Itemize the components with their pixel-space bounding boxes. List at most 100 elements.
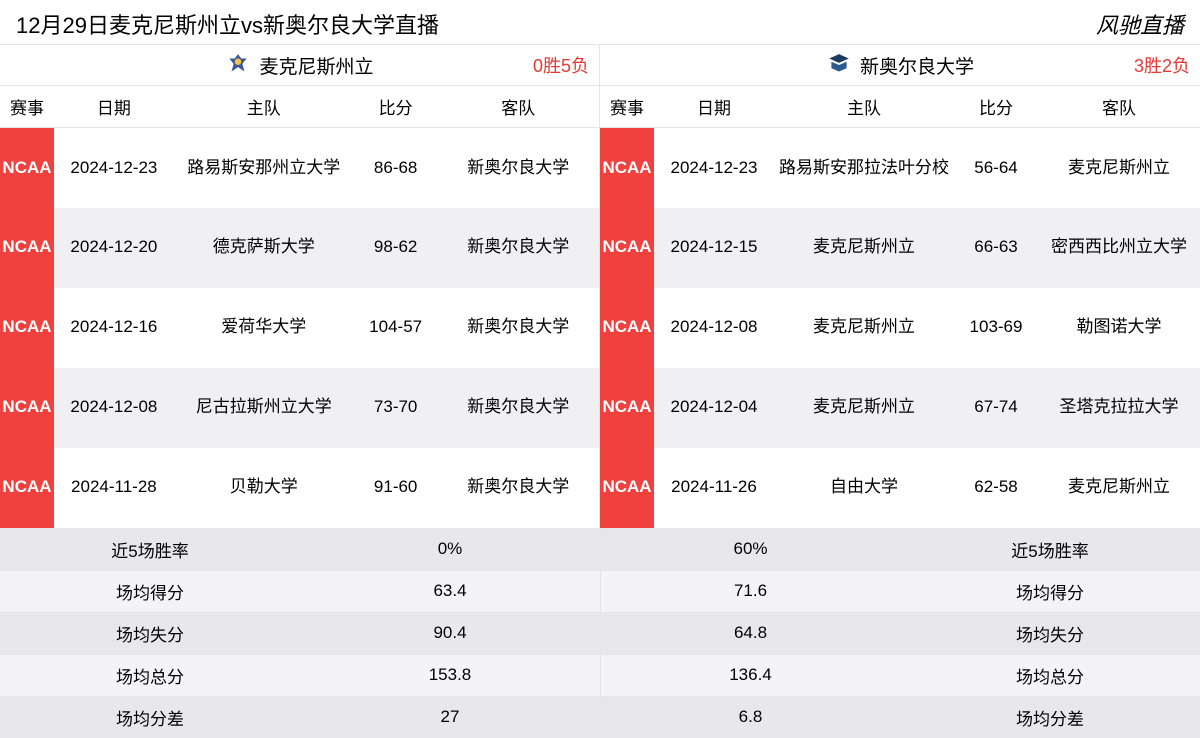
- col-away: 客队: [1038, 86, 1200, 128]
- competition-badge: NCAA: [0, 368, 54, 448]
- stat-label-right: 场均分差: [900, 696, 1200, 738]
- stat-label-right: 近5场胜率: [900, 528, 1200, 570]
- away-team: 新奥尔良大学: [438, 368, 600, 448]
- table-row: NCAA2024-12-08麦克尼斯州立103-69勒图诺大学: [600, 288, 1200, 368]
- stat-value-left: 0%: [300, 528, 600, 570]
- game-score: 67-74: [954, 368, 1038, 448]
- table-row: NCAA2024-12-04麦克尼斯州立67-74圣塔克拉拉大学: [600, 368, 1200, 448]
- competition-badge: NCAA: [600, 448, 654, 528]
- away-team: 新奥尔良大学: [438, 128, 600, 208]
- stat-label-left: 近5场胜率: [0, 528, 300, 570]
- game-score: 91-60: [354, 448, 438, 528]
- team-record-right: 3胜2负: [1134, 52, 1190, 78]
- col-score: 比分: [954, 86, 1038, 128]
- table-header-row: 赛事 日期 主队 比分 客队: [0, 86, 600, 128]
- table-row: NCAA2024-12-23路易斯安那州立大学86-68新奥尔良大学: [0, 128, 600, 208]
- col-competition: 赛事: [0, 86, 54, 128]
- team-header-left: 麦克尼斯州立 0胜5负: [0, 44, 600, 86]
- site-name: 风驰直播: [1096, 8, 1184, 40]
- competition-badge: NCAA: [600, 368, 654, 448]
- game-date: 2024-11-28: [54, 448, 174, 528]
- col-home: 主队: [774, 86, 954, 128]
- game-score: 62-58: [954, 448, 1038, 528]
- stat-value-left: 90.4: [300, 612, 600, 654]
- team-logo-icon: [225, 52, 251, 78]
- game-score: 86-68: [354, 128, 438, 208]
- table-row: NCAA2024-12-23路易斯安那拉法叶分校56-64麦克尼斯州立: [600, 128, 1200, 208]
- team-header-right: 新奥尔良大学 3胜2负: [600, 44, 1200, 86]
- game-score: 103-69: [954, 288, 1038, 368]
- table-row: NCAA2024-11-28贝勒大学91-60新奥尔良大学: [0, 448, 600, 528]
- stat-value-left: 27: [300, 696, 600, 738]
- table-row: NCAA2024-12-08尼古拉斯州立大学73-70新奥尔良大学: [0, 368, 600, 448]
- stat-value-left: 63.4: [300, 570, 600, 612]
- stat-value-right: 71.6: [600, 570, 900, 612]
- home-team: 德克萨斯大学: [174, 208, 354, 288]
- home-team: 麦克尼斯州立: [774, 208, 954, 288]
- game-score: 104-57: [354, 288, 438, 368]
- game-score: 73-70: [354, 368, 438, 448]
- game-date: 2024-12-23: [54, 128, 174, 208]
- home-team: 贝勒大学: [174, 448, 354, 528]
- game-date: 2024-12-04: [654, 368, 774, 448]
- away-team: 密西西比州立大学: [1038, 208, 1200, 288]
- team-name-left: 麦克尼斯州立: [259, 52, 373, 79]
- panels: 麦克尼斯州立 0胜5负 赛事 日期 主队 比分 客队 NCAA2024-12-2…: [0, 44, 1200, 528]
- table-row: NCAA2024-11-26自由大学62-58麦克尼斯州立: [600, 448, 1200, 528]
- stat-label-right: 场均得分: [900, 570, 1200, 612]
- competition-badge: NCAA: [0, 448, 54, 528]
- team-name-right: 新奥尔良大学: [860, 52, 974, 79]
- stats-grid: 近5场胜率0%60%近5场胜率场均得分63.471.6场均得分场均失分90.46…: [0, 528, 1200, 738]
- away-team: 勒图诺大学: [1038, 288, 1200, 368]
- panel-left: 麦克尼斯州立 0胜5负 赛事 日期 主队 比分 客队 NCAA2024-12-2…: [0, 44, 600, 528]
- col-date: 日期: [654, 86, 774, 128]
- games-table-left: 赛事 日期 主队 比分 客队 NCAA2024-12-23路易斯安那州立大学86…: [0, 86, 600, 528]
- stat-value-right: 64.8: [600, 612, 900, 654]
- team-record-left: 0胜5负: [533, 52, 589, 78]
- away-team: 圣塔克拉拉大学: [1038, 368, 1200, 448]
- game-date: 2024-12-08: [654, 288, 774, 368]
- game-date: 2024-12-23: [654, 128, 774, 208]
- stat-value-right: 60%: [600, 528, 900, 570]
- competition-badge: NCAA: [600, 208, 654, 288]
- game-date: 2024-12-20: [54, 208, 174, 288]
- competition-badge: NCAA: [0, 208, 54, 288]
- home-team: 路易斯安那州立大学: [174, 128, 354, 208]
- away-team: 新奥尔良大学: [438, 448, 600, 528]
- stat-label-left: 场均得分: [0, 570, 300, 612]
- competition-badge: NCAA: [0, 288, 54, 368]
- col-home: 主队: [174, 86, 354, 128]
- game-score: 98-62: [354, 208, 438, 288]
- competition-badge: NCAA: [600, 128, 654, 208]
- game-date: 2024-12-15: [654, 208, 774, 288]
- col-date: 日期: [54, 86, 174, 128]
- games-table-right: 赛事 日期 主队 比分 客队 NCAA2024-12-23路易斯安那拉法叶分校5…: [600, 86, 1200, 528]
- game-date: 2024-12-16: [54, 288, 174, 368]
- home-team: 尼古拉斯州立大学: [174, 368, 354, 448]
- away-team: 新奥尔良大学: [438, 208, 600, 288]
- home-team: 路易斯安那拉法叶分校: [774, 128, 954, 208]
- col-away: 客队: [438, 86, 600, 128]
- col-score: 比分: [354, 86, 438, 128]
- game-date: 2024-11-26: [654, 448, 774, 528]
- table-row: NCAA2024-12-15麦克尼斯州立66-63密西西比州立大学: [600, 208, 1200, 288]
- home-team: 麦克尼斯州立: [774, 368, 954, 448]
- stat-label-left: 场均分差: [0, 696, 300, 738]
- away-team: 麦克尼斯州立: [1038, 448, 1200, 528]
- away-team: 新奥尔良大学: [438, 288, 600, 368]
- home-team: 爱荷华大学: [174, 288, 354, 368]
- home-team: 麦克尼斯州立: [774, 288, 954, 368]
- table-header-row: 赛事 日期 主队 比分 客队: [600, 86, 1200, 128]
- game-score: 66-63: [954, 208, 1038, 288]
- panel-right: 新奥尔良大学 3胜2负 赛事 日期 主队 比分 客队 NCAA2024-12-2…: [600, 44, 1200, 528]
- game-date: 2024-12-08: [54, 368, 174, 448]
- away-team: 麦克尼斯州立: [1038, 128, 1200, 208]
- competition-badge: NCAA: [0, 128, 54, 208]
- competition-badge: NCAA: [600, 288, 654, 368]
- col-competition: 赛事: [600, 86, 654, 128]
- table-row: NCAA2024-12-16爱荷华大学104-57新奥尔良大学: [0, 288, 600, 368]
- stat-label-right: 场均失分: [900, 612, 1200, 654]
- table-row: NCAA2024-12-20德克萨斯大学98-62新奥尔良大学: [0, 208, 600, 288]
- stat-label-left: 场均失分: [0, 612, 300, 654]
- home-team: 自由大学: [774, 448, 954, 528]
